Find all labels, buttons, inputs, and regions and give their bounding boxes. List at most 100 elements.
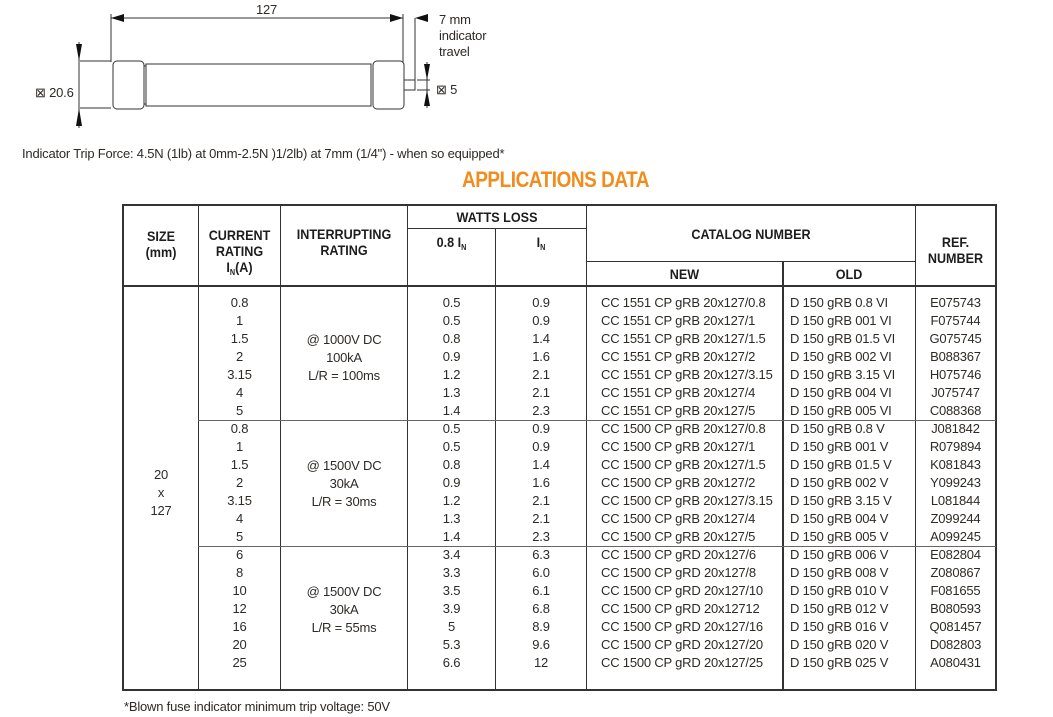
current-rating-cell: 2	[235, 349, 244, 364]
watts-08in-cell: 3.4	[442, 547, 461, 562]
ref-number-cell: Z080867	[930, 565, 981, 580]
header-text: REF.	[941, 234, 970, 250]
catalog-new-cell: CC 1500 CP gRD 20x127/8	[601, 565, 756, 580]
watts-08in-cell: 0.5	[442, 439, 461, 454]
ref-number-cell: J075747	[931, 385, 980, 400]
catalog-old-cell: D 150 gRB 004 VI	[790, 385, 892, 400]
interrupting-text: L/R = 30ms	[311, 494, 377, 509]
watts-08in-cell: 5	[447, 619, 456, 634]
current-rating-cell: 1	[235, 313, 244, 328]
header-catalog-number: CATALOG NUMBER	[691, 226, 811, 242]
catalog-old-cell: D 150 gRB 016 V	[790, 619, 889, 634]
current-rating-cell: 2	[235, 475, 244, 490]
catalog-old-cell: D 150 gRB 005 VI	[790, 403, 892, 418]
catalog-old-cell: D 150 gRB 004 V	[790, 511, 889, 526]
catalog-old-cell: D 150 gRB 0.8 V	[790, 421, 885, 436]
interrupting-rating-value: @ 1000V DC 100kA L/R = 100ms	[281, 331, 407, 385]
watts-08in-cell: 1.4	[442, 403, 461, 418]
watts-08in-cell: 0.8	[442, 331, 461, 346]
length-label: 127	[256, 2, 278, 17]
watts-08in-cell: 6.6	[442, 655, 461, 670]
watts-in-cell: 2.1	[532, 511, 550, 526]
watts-in-cell: 1.4	[532, 331, 550, 346]
size-text: x	[157, 485, 165, 500]
catalog-new-cell: CC 1551 CP gRB 20x127/1	[601, 313, 756, 328]
watts-in-cell: 1.6	[532, 349, 550, 364]
catalog-old-cell: D 150 gRB 006 V	[790, 547, 889, 562]
catalog-old-cell: D 150 gRB 01.5 VI	[790, 331, 895, 346]
ref-number-cell: G075745	[929, 331, 982, 346]
current-rating-cell: 4	[235, 511, 244, 526]
catalog-old-cell: D 150 gRB 001 V	[790, 439, 889, 454]
current-rating-cell: 1.5	[230, 331, 249, 346]
ref-number-cell: D082803	[929, 637, 982, 652]
watts-08in-cell: 1.2	[442, 367, 461, 382]
ref-number-cell: K081843	[930, 457, 981, 472]
header-watts-08in: 0.8 IN	[412, 234, 490, 256]
catalog-old-cell: D 150 gRB 012 V	[790, 601, 889, 616]
header-text: NUMBER	[927, 250, 984, 266]
watts-in-cell: 0.9	[532, 295, 550, 310]
catalog-old-cell: D 150 gRB 002 VI	[790, 349, 892, 364]
watts-08in-cell: 1.2	[442, 493, 461, 508]
watts-08in-cell: 0.8	[442, 457, 461, 472]
watts-in-cell: 12	[533, 655, 549, 670]
catalog-new-cell: CC 1500 CP gRB 20x127/3.15	[601, 493, 773, 508]
watts-08in-cell: 0.9	[442, 349, 461, 364]
header-text: (A)	[235, 259, 253, 275]
catalog-new-cell: CC 1551 CP gRB 20x127/5	[601, 403, 756, 418]
ref-number-cell: C088368	[929, 403, 982, 418]
catalog-old-cell: D 150 gRB 3.15 VI	[790, 367, 895, 382]
header-ref-number: REF. NUMBER	[920, 234, 991, 266]
watts-in-cell: 6.1	[532, 583, 550, 598]
size-value: 20 x 127	[124, 466, 198, 520]
ref-number-cell: B080593	[930, 601, 981, 616]
header-size: SIZE (mm)	[128, 228, 195, 260]
catalog-old-cell: D 150 gRB 01.5 V	[790, 457, 892, 472]
current-rating-cell: 5	[235, 403, 244, 418]
travel-label-line: indicator	[439, 28, 487, 43]
ref-number-cell: F081655	[930, 583, 981, 598]
catalog-old-cell: D 150 gRB 010 V	[790, 583, 889, 598]
watts-in-cell: 1.6	[532, 475, 550, 490]
watts-in-cell: 2.1	[532, 367, 550, 382]
header-subscript: N	[461, 243, 467, 252]
watts-08in-cell: 0.5	[442, 295, 461, 310]
catalog-new-cell: CC 1551 CP gRB 20x127/4	[601, 385, 756, 400]
interrupting-text: @ 1500V DC	[306, 458, 382, 473]
ref-number-cell: E075743	[930, 295, 981, 310]
current-rating-cell: 16	[232, 619, 247, 634]
interrupting-text: 30kA	[329, 602, 359, 617]
catalog-old-cell: D 150 gRB 001 VI	[790, 313, 892, 328]
current-rating-cell: 12	[232, 601, 247, 616]
current-rating-cell: 3.15	[227, 367, 252, 382]
catalog-new-cell: CC 1500 CP gRD 20x127/10	[601, 583, 763, 598]
watts-in-cell: 0.9	[532, 313, 550, 328]
watts-in-cell: 6.8	[532, 601, 550, 616]
watts-08in-cell: 0.9	[442, 475, 461, 490]
interrupting-text: @ 1000V DC	[306, 332, 382, 347]
travel-label-line: 7 mm	[439, 12, 471, 27]
header-watts-loss: WATTS LOSS	[456, 209, 538, 225]
watts-08in-cell: 1.4	[442, 529, 461, 544]
diameter-label: ⊠ 20.6	[35, 85, 74, 100]
current-rating-cell: 3.15	[227, 493, 252, 508]
header-text: INTERRUPTING	[296, 226, 392, 242]
current-rating-cell: 1.5	[230, 457, 249, 472]
header-new: NEW	[669, 266, 700, 282]
ref-number-cell: R079894	[929, 439, 982, 454]
watts-in-cell: 0.9	[532, 421, 550, 436]
header-subscript: N	[540, 243, 546, 252]
ref-number-cell: Z099244	[930, 511, 981, 526]
catalog-old-cell: D 150 gRB 0.8 VI	[790, 295, 888, 310]
catalog-new-cell: CC 1500 CP gRB 20x127/1.5	[601, 457, 766, 472]
catalog-new-cell: CC 1500 CP gRD 20x127/6	[601, 547, 756, 562]
catalog-old-cell: D 150 gRB 005 V	[790, 529, 889, 544]
catalog-new-cell: CC 1500 CP gRD 20x127/25	[601, 655, 763, 670]
ref-number-cell: A099245	[930, 529, 981, 544]
catalog-new-cell: CC 1500 CP gRD 20x127/20	[601, 637, 763, 652]
footnote: *Blown fuse indicator minimum trip volta…	[124, 699, 390, 714]
header-interrupting-rating: INTERRUPTING RATING	[287, 226, 400, 258]
watts-08in-cell: 1.3	[442, 511, 461, 526]
watts-08in-cell: 0.5	[442, 421, 461, 436]
